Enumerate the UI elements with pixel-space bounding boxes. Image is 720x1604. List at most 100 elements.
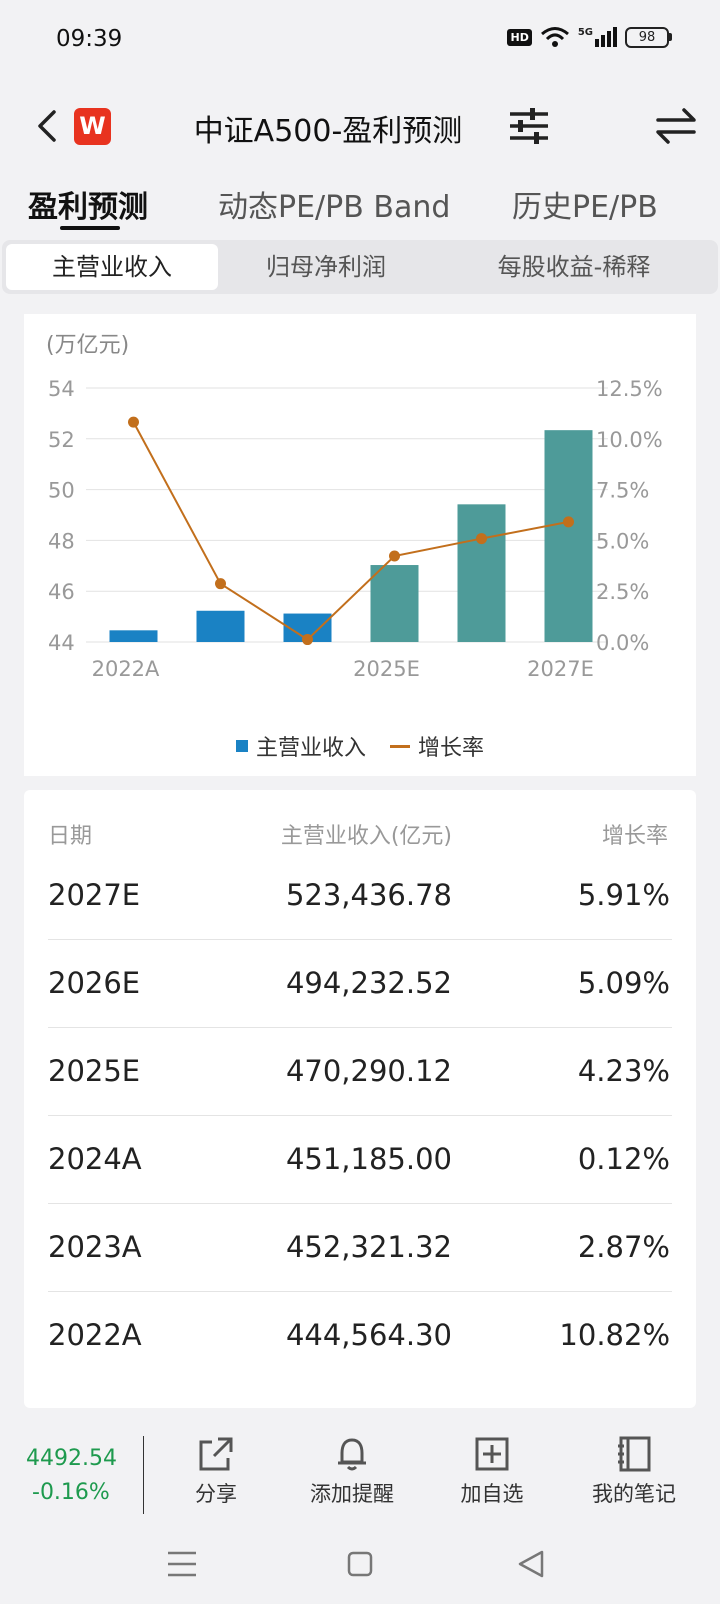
y-tick-label-right: 7.5% [596,479,649,503]
add-watchlist-label: 加自选 [460,1482,524,1506]
table-row[interactable]: 2024A 451,185.00 0.12% [48,1114,672,1204]
table-header: 日期 主营业收入(亿元) 增长率 [48,806,672,862]
forecast-table: 日期 主营业收入(亿元) 增长率 2027E 523,436.78 5.91% 202… [24,790,696,1408]
table-row[interactable]: 2027E 523,436.78 5.91% [48,850,672,940]
legend-item-growth[interactable]: 增长率 [390,730,484,762]
chart-legend: 主营业收入 增长率 [24,730,696,762]
my-notes-label: 我的笔记 [592,1482,676,1506]
cell-date: 2024A [48,1142,142,1176]
y-unit-label: (万亿元) [46,333,129,358]
battery-level: 98 [625,26,669,48]
y-tick-label-left: 44 [48,631,75,655]
cell-growth: 4.23% [577,1054,670,1088]
share-button[interactable]: 分享 [156,1436,276,1508]
header-date: 日期 [48,824,93,849]
tab-earnings-forecast[interactable]: 盈利预测 [28,190,148,225]
active-tab-indicator [60,226,120,230]
table-row[interactable]: 2023A 452,321.32 2.87% [48,1202,672,1292]
page-title: 中证A500-盈利预测 [193,114,463,149]
bottom-toolbar: 4492.54 -0.16% 分享 添加提醒 加自选 [0,1412,720,1522]
index-change: -0.16% [32,1480,110,1505]
revenue-growth-chart: (万亿元) 54 12.5% 52 10.0% 50 7.5% 48 5.0% 46 2.5% 44 0… [46,333,663,681]
tab-historical-pe-pb[interactable]: 历史PE/PB [512,190,658,225]
toolbar-divider [143,1436,144,1514]
bell-icon [338,1438,366,1471]
battery-icon: 98 [625,26,672,48]
home-nav-icon[interactable] [340,1544,380,1584]
index-value: 4492.54 [26,1446,117,1471]
y-tick-label-right: 12.5% [596,377,663,401]
cell-growth: 0.12% [577,1142,670,1176]
growth-point-2024A [302,634,313,646]
status-icons: HD 5G 98 [507,26,672,48]
growth-point-2023A [215,578,226,590]
y-tick-label-right: 5.0% [596,529,649,553]
cell-revenue: 452,321.32 [285,1230,452,1264]
subtab-net-profit[interactable]: 归母净利润 [266,253,386,281]
y-tick-label-left: 46 [48,580,75,604]
growth-point-2026E [476,533,487,545]
table-row[interactable]: 2026E 494,232.52 5.09% [48,938,672,1028]
bar-2025E [370,565,419,642]
cell-date: 2022A [48,1318,142,1352]
chart-card: (万亿元) 54 12.5% 52 10.0% 50 7.5% 48 5.0% 46 2.5% 44 0… [24,314,696,776]
growth-point-2025E [389,550,400,562]
table-row[interactable]: 2022A 444,564.30 10.82% [48,1290,672,1380]
legend-label-revenue: 主营业收入 [255,736,366,761]
main-tabs: 盈利预测 动态PE/PB Band 历史PE/PB [0,176,720,232]
x-tick-label: 2027E [527,657,594,681]
cell-revenue: 470,290.12 [285,1054,452,1088]
cell-revenue: 523,436.78 [285,878,452,912]
bar-2026E [457,504,506,642]
legend-swatch-growth [390,744,410,748]
status-time: 09:39 [56,26,123,52]
table-row[interactable]: 2025E 470,290.12 4.23% [48,1026,672,1116]
notebook-icon [618,1436,651,1472]
share-icon [199,1437,233,1471]
cell-date: 2027E [48,878,141,912]
back-arrow-icon[interactable] [28,106,68,146]
subtab-revenue[interactable]: 主营业收入 [6,244,218,290]
app-logo: W [74,108,111,145]
header-growth: 增长率 [601,824,668,849]
cell-date: 2026E [48,966,141,1000]
hd-icon: HD [507,28,532,46]
y-tick-label-right: 2.5% [596,580,649,604]
network-icon: 5G [578,27,617,47]
status-bar: 09:39 HD 5G 98 [0,0,720,84]
cell-date: 2023A [48,1230,142,1264]
wifi-icon [540,27,569,47]
swap-icon[interactable] [654,104,698,148]
system-nav-bar [0,1524,720,1604]
y-tick-label-right: 10.0% [596,428,663,452]
share-label: 分享 [195,1482,237,1506]
cell-revenue: 451,185.00 [285,1142,452,1176]
y-tick-label-right: 0.0% [596,631,649,655]
cell-growth: 5.91% [577,878,670,912]
subtab-eps-diluted[interactable]: 每股收益-稀释 [497,253,651,281]
filter-settings-icon[interactable] [508,106,550,146]
cell-date: 2025E [48,1054,141,1088]
legend-swatch-revenue [235,740,248,752]
menu-nav-icon[interactable] [162,1544,202,1584]
sub-tabs: 主营业收入 归母净利润 每股收益-稀释 [2,240,718,294]
y-tick-label-left: 48 [48,529,75,553]
y-tick-label-left: 54 [48,377,75,401]
x-tick-label: 2022A [92,657,160,681]
tab-dynamic-pe-pb-band[interactable]: 动态PE/PB Band [218,190,451,225]
header-revenue: 主营业收入(亿元) [280,824,452,849]
growth-point-2022A [128,416,139,428]
cell-revenue: 494,232.52 [285,966,452,1000]
add-watchlist-icon [475,1437,509,1471]
bar-2027E [544,430,593,642]
my-notes-button[interactable]: 我的笔记 [574,1436,694,1508]
growth-point-2027E [563,516,574,528]
back-nav-icon[interactable] [512,1544,552,1584]
y-tick-label-left: 50 [48,479,75,503]
legend-item-revenue[interactable]: 主营业收入 [235,730,366,762]
cell-growth: 10.82% [559,1318,670,1352]
add-watchlist-button[interactable]: 加自选 [432,1436,552,1508]
add-alert-button[interactable]: 添加提醒 [292,1436,412,1508]
header: W 中证A500-盈利预测 [0,84,720,172]
bar-2023A [196,610,245,642]
